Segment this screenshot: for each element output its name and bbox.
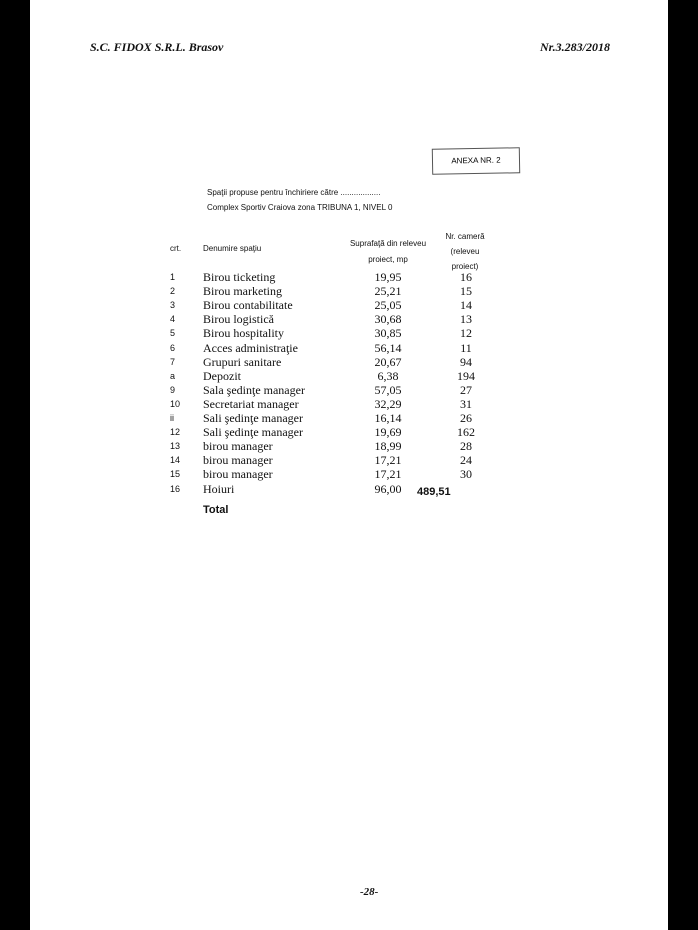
row-number: 10 [170,398,181,409]
company: S.C. FIDOX S.R.L. Brasov [90,40,224,54]
annex: ANEXA NR. 2 [431,147,521,175]
area: 19,95 [374,270,402,284]
space-name: Depozit [203,368,241,383]
room: 14 [460,298,472,313]
intro: Spaţii propuse pentru închiriere către .… [207,188,381,197]
area: 20,67 [374,354,402,369]
room: 15 [460,284,472,299]
row-number: 15 [170,469,181,480]
col-header: Nr. cameră (releveu proiect) [445,232,485,271]
room: 11 [460,340,472,355]
row-number: 14 [170,455,181,466]
page: S.C. FIDOX S.R.L. Brasov Nr.3.283/2018 A… [30,0,668,930]
space-name: Birou logistică [203,312,274,327]
space-name: Acces administraţie [203,340,298,355]
area: 18,99 [374,439,402,454]
row-number: 7 [170,356,176,367]
area: 57,05 [374,382,402,397]
row-number: 4 [170,314,176,325]
space-name: Secretariat manager [203,396,299,411]
row-number: 5 [170,328,176,339]
area: 6,38 [377,368,399,383]
room: 162 [457,425,475,440]
row-number: 13 [170,441,181,452]
area: 96,00 [374,481,402,496]
room: 30 [460,467,472,482]
row-number: 2 [170,286,176,297]
col-header: Suprafaţă din releveu proiect, mp [349,239,427,264]
row-number: 16 [170,483,181,494]
room: 94 [460,354,472,369]
space-name: Sali şedinţe manager [203,425,303,440]
area: 30,85 [374,326,402,341]
row-number: 9 [170,384,176,395]
total-label: Total [203,504,229,516]
area: 25,05 [374,298,402,313]
total-value: 489,51 [417,486,451,498]
area: 16,14 [374,411,402,425]
row-number: 1 [170,272,176,282]
area: 17,21 [374,453,402,468]
page-number: -28- [360,886,379,898]
row-number: 12 [170,427,181,438]
row-number: a [170,370,176,381]
area: 17,21 [374,467,402,482]
area: 30,68 [374,312,402,327]
space-name: Sala şedinţe manager [203,382,305,397]
room: 26 [460,411,472,425]
space-name: Birou hospitality [203,326,284,341]
room: 194 [457,368,475,383]
col-header: crt. [170,244,182,253]
row-number: 6 [170,342,176,353]
intro: Complex Sportiv Craiova zona TRIBUNA 1, … [207,203,393,212]
space-name: Birou marketing [203,284,282,299]
row-number: 3 [170,300,176,311]
room: 28 [460,439,472,454]
room: 27 [460,382,472,397]
room: 13 [460,312,472,327]
space-name: Hoiuri [203,481,235,496]
col-header: Denumire spaţiu [203,244,262,253]
space-name: Birou ticketing [203,270,276,284]
room: 16 [460,270,472,284]
row-number: ii [170,413,174,423]
room: 12 [460,326,472,341]
space-name: Birou contabilitate [203,298,293,313]
area: 56,14 [374,340,402,355]
room: 31 [460,396,472,411]
space-name: birou manager [203,439,273,454]
space-name: Grupuri sanitare [203,354,282,369]
area: 25,21 [374,284,402,299]
space-name: birou manager [203,453,273,468]
room: 24 [460,453,472,468]
space-name: Sali şedinţe manager [203,411,303,425]
area: 32,29 [374,396,402,411]
area: 19,69 [374,425,402,440]
doc-number: Nr.3.283/2018 [539,40,610,54]
space-name: birou manager [203,467,273,482]
